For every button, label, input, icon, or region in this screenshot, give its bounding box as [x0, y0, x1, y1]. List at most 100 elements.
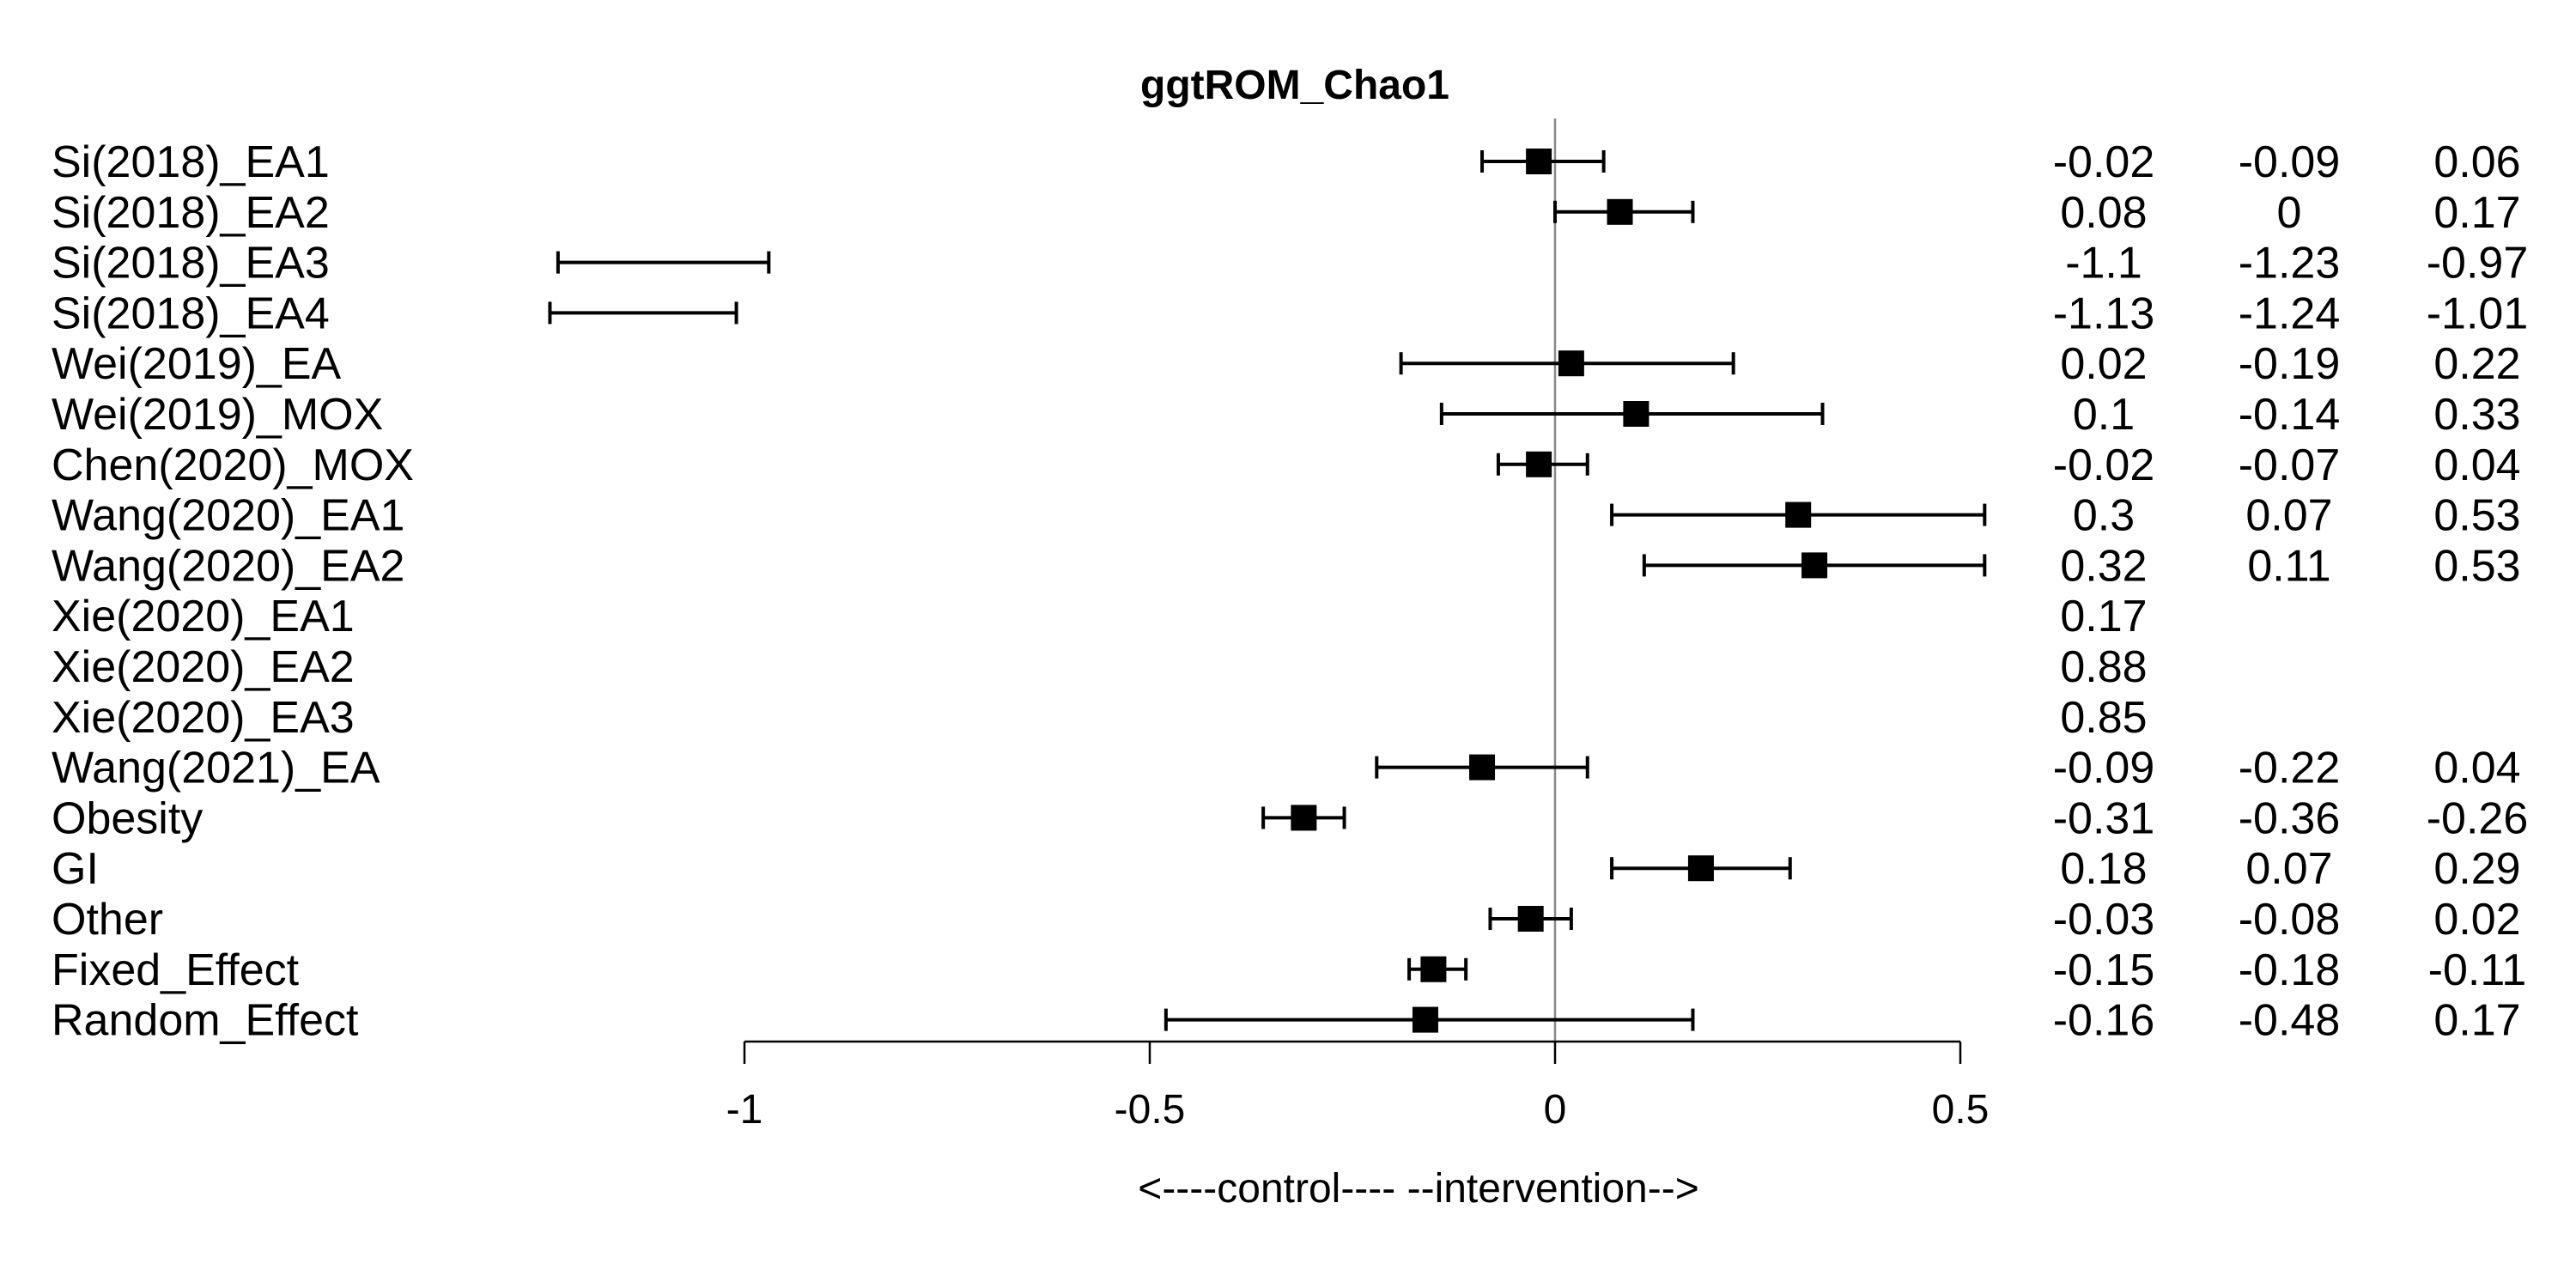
upper-ci-value: 0.04: [2433, 440, 2520, 490]
study-label: Si(2018)_EA3: [52, 239, 330, 289]
lower-ci-value: -0.18: [2239, 945, 2341, 995]
upper-ci-value: 0.29: [2433, 844, 2520, 894]
estimate-marker: [1291, 805, 1317, 831]
study-label: Xie(2020)_EA3: [52, 693, 355, 743]
forest-row: Wei(2019)_EA 0.02 -0.19 0.22: [52, 339, 2521, 389]
upper-ci-value: -0.11: [2428, 945, 2527, 995]
upper-ci-value: 0.04: [2433, 744, 2520, 793]
forest-row: Si(2018)_EA2 0.08 0 0.17: [52, 188, 2521, 238]
estimate-value: 0.3: [2073, 491, 2135, 541]
estimate-value: -0.03: [2053, 895, 2155, 945]
estimate-marker: [1526, 451, 1552, 477]
study-label: GI: [52, 844, 99, 894]
x-tick-label: -0.5: [1115, 1087, 1186, 1133]
x-axis: -1 -0.5 0 0.5: [726, 1040, 1990, 1133]
upper-ci-value: 0.17: [2433, 188, 2520, 238]
study-label: Fixed_Effect: [52, 945, 300, 995]
x-tick-label: 0: [1544, 1087, 1567, 1133]
estimate-value: 0.02: [2060, 339, 2147, 389]
lower-ci-value: 0.07: [2245, 844, 2332, 894]
estimate-marker: [1558, 350, 1584, 377]
estimate-marker: [1687, 855, 1714, 882]
forest-row: Other -0.03 -0.08 0.02: [52, 895, 2521, 945]
upper-ci-value: 0.33: [2433, 390, 2520, 440]
upper-ci-value: 0.06: [2433, 137, 2520, 187]
lower-ci-value: -0.07: [2239, 440, 2341, 490]
estimate-value: -1.13: [2053, 289, 2155, 338]
upper-ci-value: 0.22: [2433, 339, 2520, 389]
forest-row: Xie(2020)_EA3 0.85: [52, 693, 2148, 743]
study-label: Si(2018)_EA4: [52, 289, 330, 338]
upper-ci-value: 0.53: [2433, 491, 2520, 541]
estimate-value: 0.85: [2060, 693, 2147, 743]
study-label: Xie(2020)_EA1: [52, 592, 355, 641]
estimate-marker: [1469, 754, 1496, 781]
estimate-marker: [1526, 149, 1552, 174]
forest-row: Xie(2020)_EA1 0.17: [52, 592, 2148, 641]
estimate-marker: [1607, 198, 1633, 225]
lower-ci-value: -0.19: [2239, 339, 2341, 389]
x-tick-label: 0.5: [1932, 1087, 1990, 1133]
chart-title: ggtROM_Chao1: [1140, 63, 1449, 108]
estimate-marker: [1420, 956, 1447, 982]
estimate-value: -0.15: [2053, 945, 2155, 995]
study-label: Wang(2020)_EA1: [52, 491, 404, 541]
study-label: Wang(2021)_EA: [52, 744, 380, 793]
estimate-value: -0.31: [2053, 793, 2155, 843]
lower-ci-value: -0.48: [2239, 996, 2341, 1046]
forest-row: Wei(2019)_MOX 0.1 -0.14 0.33: [52, 390, 2521, 440]
forest-row: Xie(2020)_EA2 0.88: [52, 642, 2148, 692]
lower-ci-value: -0.09: [2239, 137, 2341, 187]
estimate-value: 0.32: [2060, 541, 2147, 591]
estimate-value: -0.02: [2053, 440, 2155, 490]
lower-ci-value: -1.23: [2239, 239, 2341, 289]
upper-ci-value: -0.26: [2427, 793, 2529, 843]
upper-ci-value: -1.01: [2427, 289, 2529, 338]
study-label: Xie(2020)_EA2: [52, 642, 355, 692]
forest-row: Fixed_Effect -0.15 -0.18 -0.11: [52, 945, 2526, 995]
lower-ci-value: -0.36: [2239, 793, 2341, 843]
estimate-value: 0.18: [2060, 844, 2147, 894]
x-axis-label: <----control---- --intervention-->: [1138, 1166, 1698, 1212]
upper-ci-value: 0.53: [2433, 541, 2520, 591]
forest-row: Wang(2020)_EA2 0.32 0.11 0.53: [52, 541, 2521, 591]
forest-row: Si(2018)_EA3 -1.1 -1.23 -0.97: [52, 239, 2528, 289]
lower-ci-value: -0.22: [2239, 744, 2341, 793]
estimate-value: 0.88: [2060, 642, 2147, 692]
lower-ci-value: 0.07: [2245, 491, 2332, 541]
estimate-value: 0.1: [2073, 390, 2135, 440]
study-label: Obesity: [52, 793, 203, 843]
upper-ci-value: 0.17: [2433, 996, 2520, 1046]
estimate-value: -1.1: [2065, 239, 2142, 289]
study-label: Wang(2020)_EA2: [52, 541, 404, 591]
study-label: Si(2018)_EA1: [52, 137, 330, 187]
forest-row: Chen(2020)_MOX -0.02 -0.07 0.04: [52, 440, 2521, 490]
x-tick-label: -1: [726, 1087, 763, 1133]
estimate-marker: [1801, 552, 1828, 579]
study-label: Wei(2019)_MOX: [52, 390, 383, 440]
forest-row: Random_Effect -0.16 -0.48 0.17: [52, 996, 2521, 1046]
study-label: Other: [52, 895, 163, 945]
lower-ci-value: 0: [2277, 188, 2302, 238]
estimate-marker: [1785, 501, 1812, 528]
lower-ci-value: -0.14: [2239, 390, 2341, 440]
estimate-marker: [1623, 401, 1649, 427]
upper-ci-value: 0.02: [2433, 895, 2520, 945]
estimate-value: 0.08: [2060, 188, 2147, 238]
forest-row: GI 0.18 0.07 0.29: [52, 844, 2521, 894]
study-label: Random_Effect: [52, 996, 359, 1046]
estimate-value: 0.17: [2060, 592, 2147, 641]
estimate-marker: [1412, 1006, 1438, 1033]
forest-row: Si(2018)_EA4 -1.13 -1.24 -1.01: [52, 289, 2528, 338]
study-label: Chen(2020)_MOX: [52, 440, 414, 490]
upper-ci-value: -0.97: [2427, 239, 2529, 289]
lower-ci-value: -0.08: [2239, 895, 2341, 945]
forest-row: Si(2018)_EA1 -0.02 -0.09 0.06: [52, 137, 2521, 187]
estimate-value: -0.02: [2053, 137, 2155, 187]
study-label: Si(2018)_EA2: [52, 188, 330, 238]
estimate-value: -0.16: [2053, 996, 2155, 1046]
study-label: Wei(2019)_EA: [52, 339, 342, 389]
estimate-value: -0.09: [2053, 744, 2155, 793]
estimate-marker: [1517, 906, 1544, 932]
